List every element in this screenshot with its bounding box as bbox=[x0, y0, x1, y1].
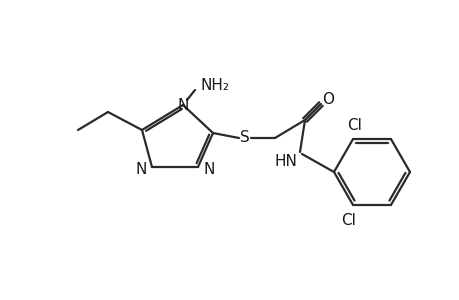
Text: N: N bbox=[203, 163, 214, 178]
Text: Cl: Cl bbox=[347, 118, 362, 133]
Text: Cl: Cl bbox=[341, 213, 356, 228]
Text: N: N bbox=[135, 163, 146, 178]
Text: S: S bbox=[240, 130, 249, 146]
Text: N: N bbox=[177, 98, 188, 112]
Text: O: O bbox=[321, 92, 333, 107]
Text: NH₂: NH₂ bbox=[201, 77, 230, 92]
Text: HN: HN bbox=[274, 154, 297, 169]
